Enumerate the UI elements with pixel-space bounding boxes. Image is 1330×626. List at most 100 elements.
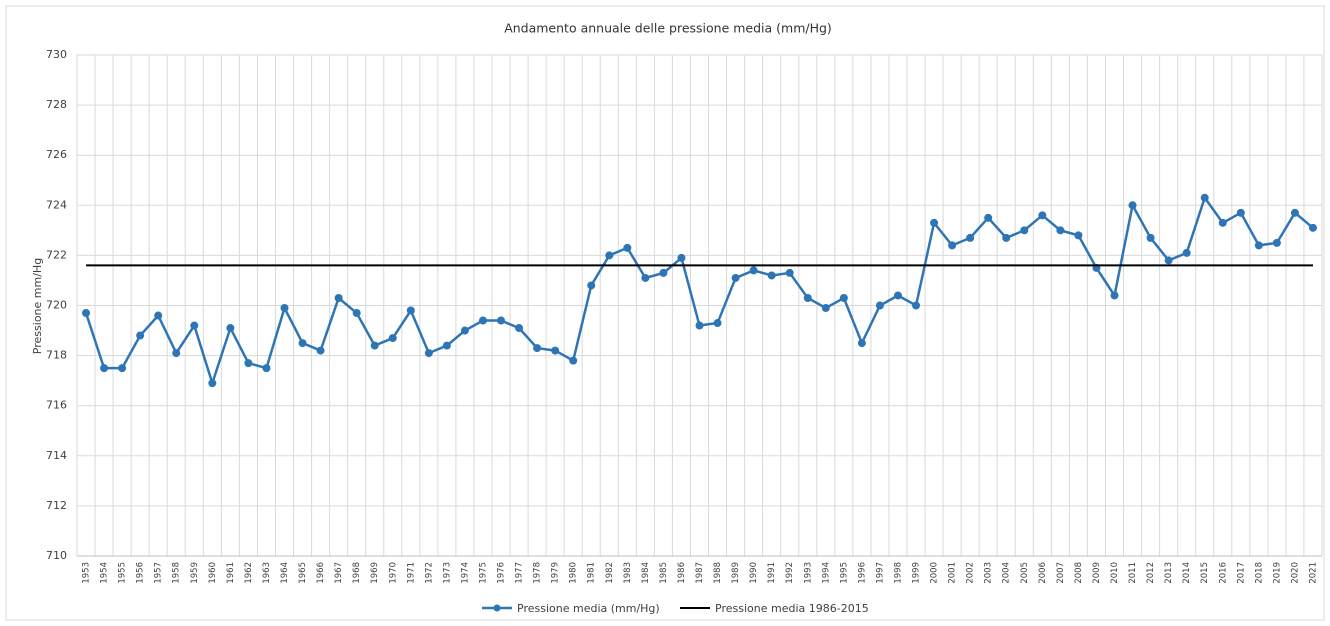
x-tick-label: 2013 (1164, 562, 1174, 584)
chart-frame (5, 5, 1325, 621)
point (460, 326, 469, 335)
x-tick-label: 1999 (912, 562, 922, 584)
point (334, 293, 343, 302)
x-tick-label: 2009 (1092, 562, 1102, 584)
point (1200, 193, 1209, 202)
point (1290, 208, 1299, 217)
point (821, 304, 830, 313)
point (388, 334, 397, 343)
point (731, 273, 740, 282)
point (948, 241, 957, 250)
point (262, 364, 271, 373)
point (154, 311, 163, 320)
point (497, 316, 506, 325)
point (478, 316, 487, 325)
x-tick-label: 2014 (1182, 562, 1192, 584)
x-tick-label: 1978 (533, 562, 543, 584)
x-tick-label: 1959 (190, 562, 200, 584)
x-tick-label: 2002 (966, 562, 976, 584)
x-tick-label: 2006 (1038, 562, 1048, 584)
x-tick-label: 1988 (713, 562, 723, 584)
point (280, 304, 289, 313)
point (515, 324, 524, 333)
x-tick-label: 2016 (1218, 562, 1228, 584)
point (713, 319, 722, 328)
point (857, 339, 866, 348)
point (1308, 223, 1317, 232)
y-tick-label: 730 (46, 48, 67, 61)
point (1110, 291, 1119, 300)
x-tick-label: 1979 (551, 562, 561, 584)
point (1020, 226, 1029, 235)
x-tick-label: 2003 (984, 562, 994, 584)
point (966, 233, 975, 242)
point (172, 349, 181, 358)
x-tick-label: 1981 (587, 562, 597, 584)
x-tick-label: 2004 (1002, 562, 1012, 584)
x-tick-label: 1983 (623, 562, 633, 584)
x-tick-label: 2018 (1254, 562, 1264, 584)
point (1056, 226, 1065, 235)
point (551, 346, 560, 355)
x-tick-label: 2015 (1200, 562, 1210, 584)
point (605, 251, 614, 260)
point (623, 243, 632, 252)
x-tick-label: 2005 (1020, 562, 1030, 584)
x-tick-label: 2011 (1128, 562, 1138, 584)
point (1002, 233, 1011, 242)
point (984, 213, 993, 222)
point (1038, 211, 1047, 220)
x-tick-label: 1996 (857, 562, 867, 584)
y-tick-label: 724 (46, 198, 67, 211)
x-tick-label: 1982 (605, 562, 615, 584)
x-tick-label: 2019 (1272, 562, 1282, 584)
point (1128, 201, 1137, 210)
point (533, 344, 542, 353)
point (442, 341, 451, 350)
x-tick-label: 2007 (1056, 562, 1066, 584)
x-tick-label: 1958 (172, 562, 182, 584)
point (695, 321, 704, 330)
x-tick-label: 1985 (659, 562, 669, 584)
point (190, 321, 199, 330)
point (749, 266, 758, 275)
point (785, 268, 794, 277)
point (930, 218, 939, 227)
x-tick-label: 1991 (767, 562, 777, 584)
x-tick-label: 1968 (352, 562, 362, 584)
y-tick-label: 712 (46, 499, 67, 512)
y-tick-label: 722 (46, 248, 67, 261)
x-tick-label: 1987 (695, 562, 705, 584)
point (136, 331, 145, 340)
x-tick-label: 1971 (406, 562, 416, 584)
x-tick-label: 1989 (731, 562, 741, 584)
point (641, 273, 650, 282)
x-tick-label: 1976 (497, 562, 507, 584)
point (659, 268, 668, 277)
x-tick-label: 2021 (1308, 562, 1318, 584)
x-tick-label: 1966 (316, 562, 326, 584)
point (839, 293, 848, 302)
y-tick-label: 728 (46, 98, 67, 111)
x-tick-label: 1962 (244, 562, 254, 584)
point (1254, 241, 1263, 250)
point (352, 309, 361, 318)
x-tick-label: 1967 (334, 562, 344, 584)
point (406, 306, 415, 315)
x-tick-label: 1993 (803, 562, 813, 584)
point (226, 324, 235, 333)
y-tick-label: 716 (46, 399, 67, 412)
point (677, 253, 686, 262)
chart-title: Andamento annuale delle pressione media … (504, 21, 832, 36)
point (1218, 218, 1227, 227)
x-tick-label: 1955 (118, 562, 128, 584)
point (569, 356, 578, 365)
point (875, 301, 884, 310)
x-tick-label: 1961 (226, 562, 236, 584)
x-tick-label: 1997 (875, 562, 885, 584)
x-tick-label: 2000 (930, 562, 940, 584)
point (912, 301, 921, 310)
x-tick-label: 2012 (1146, 562, 1156, 584)
point (424, 349, 433, 358)
